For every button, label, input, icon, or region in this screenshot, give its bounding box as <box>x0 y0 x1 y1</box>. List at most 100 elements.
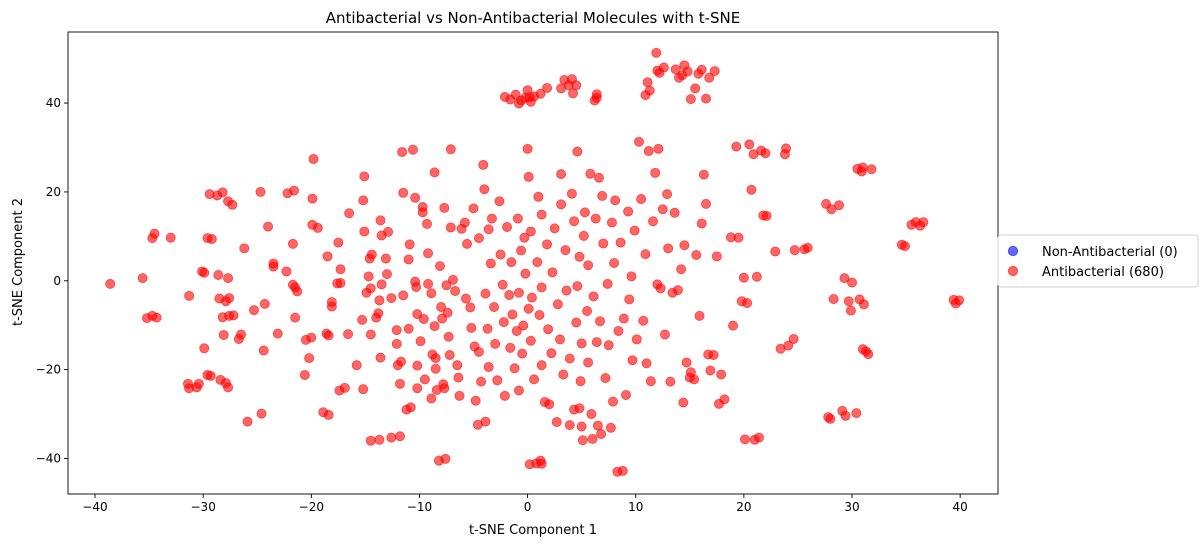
scatter-point <box>436 301 447 312</box>
y-tick-label: 20 <box>46 185 61 199</box>
scatter-point <box>900 241 911 252</box>
scatter-point <box>453 372 464 383</box>
scatter-point <box>590 213 601 224</box>
scatter-point <box>571 80 582 91</box>
scatter-point <box>476 376 487 387</box>
scatter-point <box>403 323 414 334</box>
scatter-point <box>789 245 800 256</box>
scatter-point <box>582 305 593 316</box>
scatter-point <box>597 190 608 201</box>
scatter-point <box>151 312 162 323</box>
scatter-point <box>478 159 489 170</box>
scatter-point <box>640 249 651 260</box>
scatter-point <box>788 333 799 344</box>
scatter-point <box>536 360 547 371</box>
scatter-point <box>470 395 481 406</box>
scatter-point <box>479 184 490 195</box>
scatter-point <box>918 217 929 228</box>
scatter-point <box>418 313 429 324</box>
scatter-point <box>242 416 253 427</box>
scatter-point <box>439 383 450 394</box>
x-tick-label: 30 <box>844 500 859 514</box>
scatter-point <box>672 285 683 296</box>
scatter-point <box>696 218 707 229</box>
scatter-point <box>307 193 318 204</box>
scatter-point <box>281 266 292 277</box>
scatter-point <box>643 146 654 157</box>
scatter-point <box>513 287 524 298</box>
scatter-point <box>444 349 455 360</box>
scatter-point <box>494 196 505 207</box>
scatter-point <box>351 360 362 371</box>
scatter-point <box>547 267 558 278</box>
scatter-point <box>618 313 629 324</box>
scatter-point <box>761 210 772 221</box>
scatter-point <box>574 403 585 414</box>
legend-marker <box>1007 265 1019 277</box>
x-tick-label: −40 <box>82 500 107 514</box>
scatter-point <box>653 143 664 154</box>
scatter-point <box>218 329 229 340</box>
scatter-point <box>224 293 235 304</box>
scatter-point <box>489 301 500 312</box>
scatter-point <box>205 370 216 381</box>
scatter-point <box>605 422 616 433</box>
scatter-point <box>610 195 621 206</box>
scatter-point <box>587 433 598 444</box>
scatter-point <box>770 246 781 257</box>
scatter-point <box>213 269 224 280</box>
scatter-point <box>287 238 298 249</box>
scatter-point <box>571 317 582 328</box>
scatter-point <box>326 301 337 312</box>
x-axis-label: t-SNE Component 1 <box>469 523 597 538</box>
legend: Non-Antibacterial (0) Antibacterial (680) <box>997 234 1199 288</box>
scatter-point <box>602 278 613 289</box>
scatter-point <box>534 309 545 320</box>
scatter-point <box>423 278 434 289</box>
scatter-point <box>445 144 456 155</box>
scatter-point <box>650 167 661 178</box>
scatter-point <box>105 278 116 289</box>
scatter-point <box>659 329 670 340</box>
scatter-point <box>403 254 414 265</box>
scatter-point <box>466 322 477 333</box>
scatter-point <box>839 273 850 284</box>
scatter-point <box>374 434 385 445</box>
x-tick-label: −20 <box>299 500 324 514</box>
scatter-point <box>596 429 607 440</box>
x-tick-label: −10 <box>407 500 432 514</box>
scatter-point <box>452 360 463 371</box>
scatter-point <box>669 207 680 218</box>
scatter-point <box>866 164 877 175</box>
scatter-point <box>613 325 624 336</box>
y-axis-label: t-SNE Component 2 <box>11 198 26 326</box>
scatter-point <box>542 239 553 250</box>
scatter-point <box>495 249 506 260</box>
scatter-point <box>443 331 454 342</box>
scatter-point <box>858 299 869 310</box>
scatter-point <box>556 169 567 180</box>
legend-label: Non-Antibacterial (0) <box>1042 245 1178 260</box>
x-tick-label: 10 <box>628 500 643 514</box>
scatter-point <box>419 374 430 385</box>
y-tick-label: −20 <box>36 363 61 377</box>
scatter-point <box>499 390 510 401</box>
scatter-point <box>255 186 266 197</box>
scatter-point <box>417 202 428 213</box>
scatter-point <box>708 349 719 360</box>
scatter-point <box>322 251 333 262</box>
scatter-point <box>263 221 274 232</box>
scatter-point <box>480 416 491 427</box>
scatter-point <box>574 251 585 262</box>
scatter-point <box>268 261 279 272</box>
scatter-point <box>733 232 744 243</box>
scatter-point <box>535 88 546 99</box>
scatter-point <box>626 271 637 282</box>
scatter-point <box>374 295 385 306</box>
scatter-point <box>468 203 479 214</box>
scatter-point <box>460 293 471 304</box>
scatter-point <box>579 207 590 218</box>
scatter-point <box>709 66 720 77</box>
scatter-point <box>410 192 421 203</box>
scatter-point <box>690 83 701 94</box>
